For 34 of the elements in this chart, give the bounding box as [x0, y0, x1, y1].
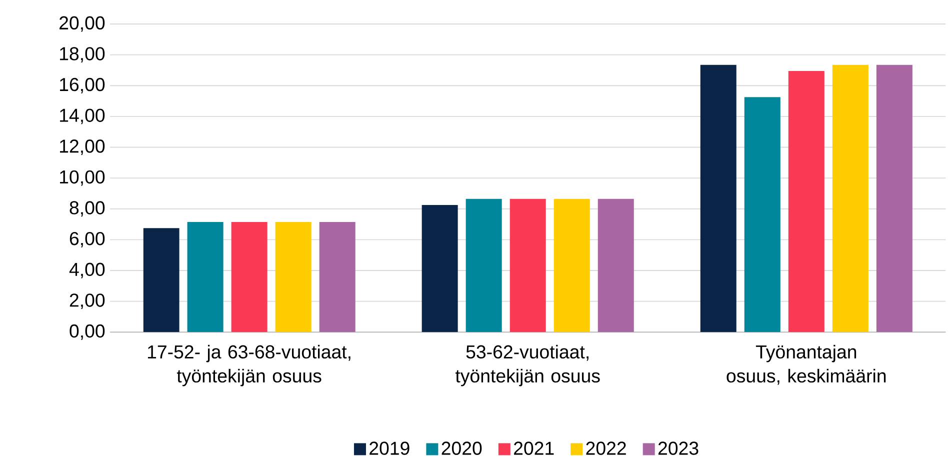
y-tick-label: 12,00 — [60, 139, 105, 155]
y-tick-label: 4,00 — [69, 262, 105, 278]
bar — [700, 64, 736, 332]
y-tick-label: 16,00 — [60, 78, 105, 94]
y-tick-label: 18,00 — [60, 47, 105, 62]
x-tick-label: Työnantajan osuus, keskimäärin — [726, 344, 886, 385]
legend-label: 2021 — [514, 442, 554, 455]
bar — [275, 222, 312, 332]
legend-label: 2020 — [442, 442, 482, 455]
legend-label: 2023 — [658, 442, 698, 455]
y-tick-label: 14,00 — [60, 108, 105, 124]
bar — [554, 198, 590, 332]
y-tick-label: 6,00 — [70, 232, 105, 248]
y-tick-label: 8,00 — [70, 201, 105, 216]
bar — [744, 97, 780, 332]
bar — [187, 222, 224, 332]
bar — [598, 198, 634, 332]
legend-label: 2022 — [586, 442, 626, 455]
bar — [319, 222, 356, 332]
x-tick-label: 53-62-vuotiaat, työntekijän osuus — [455, 344, 600, 386]
y-tick-label: 2,00 — [70, 293, 105, 309]
y-tick-label: 10,00 — [60, 170, 105, 186]
y-tick-label: 0,00 — [70, 324, 105, 340]
bar — [510, 198, 546, 332]
bar — [876, 64, 912, 332]
bar — [143, 228, 180, 332]
bar — [231, 222, 268, 332]
y-tick-label: 20,00 — [60, 16, 105, 32]
x-tick-label: 17-52- ja 63-68-vuotiaat, työntekijän osuus — [148, 344, 350, 386]
legend-label: 2019 — [370, 442, 410, 455]
bar — [788, 70, 824, 332]
bar — [832, 64, 868, 332]
bar — [466, 198, 502, 332]
bar — [422, 204, 458, 332]
